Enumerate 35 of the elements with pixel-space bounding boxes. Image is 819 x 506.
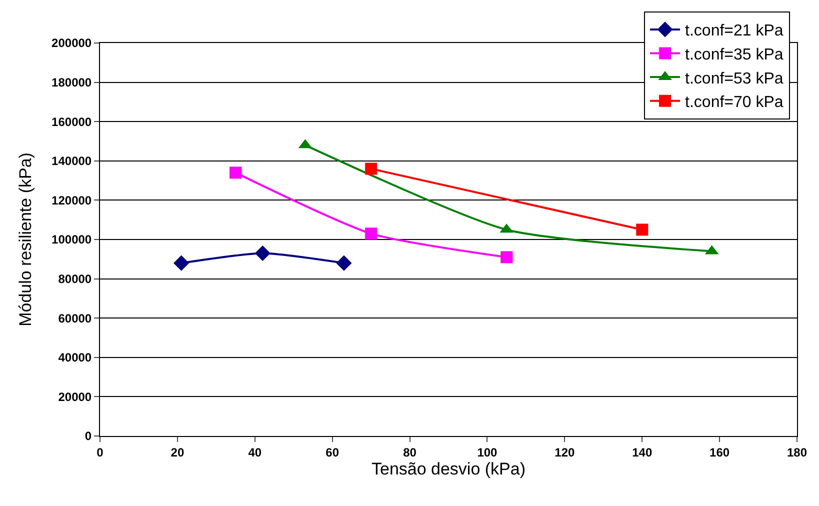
y-tick-label: 40000 [58,350,92,365]
x-tick-label: 120 [554,445,575,460]
point [500,251,513,264]
legend-label: t.conf=70 kPa [685,94,784,112]
y-tick-label: 20000 [58,390,92,404]
x-tick-label: 20 [170,445,184,460]
y-axis-title: Módulo resiliente (kPa) [16,152,36,326]
point [230,166,242,179]
y-tick-label: 100000 [52,232,92,247]
x-tick-label: 140 [632,445,652,460]
x-axis-title: Tensão desvio (kPa) [371,459,526,478]
x-tick-label: 60 [326,445,340,460]
x-tick-label: 0 [96,445,104,460]
point [365,228,378,240]
y-tick-label: 140000 [52,154,92,168]
x-tick-label: 100 [477,445,498,460]
legend-label: t.conf=53 kPa [685,70,784,88]
x-tick-label: 40 [248,445,262,460]
y-tick-label: 80000 [58,272,92,286]
y-tick-label: 200000 [52,36,92,50]
y-tick-label: 180000 [52,76,92,90]
point [636,224,648,236]
x-tick-label: 180 [786,445,808,460]
y-tick-label: 60000 [58,311,92,326]
point [254,245,270,262]
y-tick-label: 120000 [52,193,92,208]
point [336,255,352,271]
x-tick-label: 160 [710,445,730,460]
y-tick-label: 0 [84,429,92,444]
legend-label: t.conf=35 kPa [685,46,784,64]
legend-label: t.conf=21 kPa [685,22,784,40]
point [365,162,378,175]
y-tick-label: 160000 [52,114,92,129]
point [174,255,190,271]
x-tick-label: 80 [403,445,417,460]
